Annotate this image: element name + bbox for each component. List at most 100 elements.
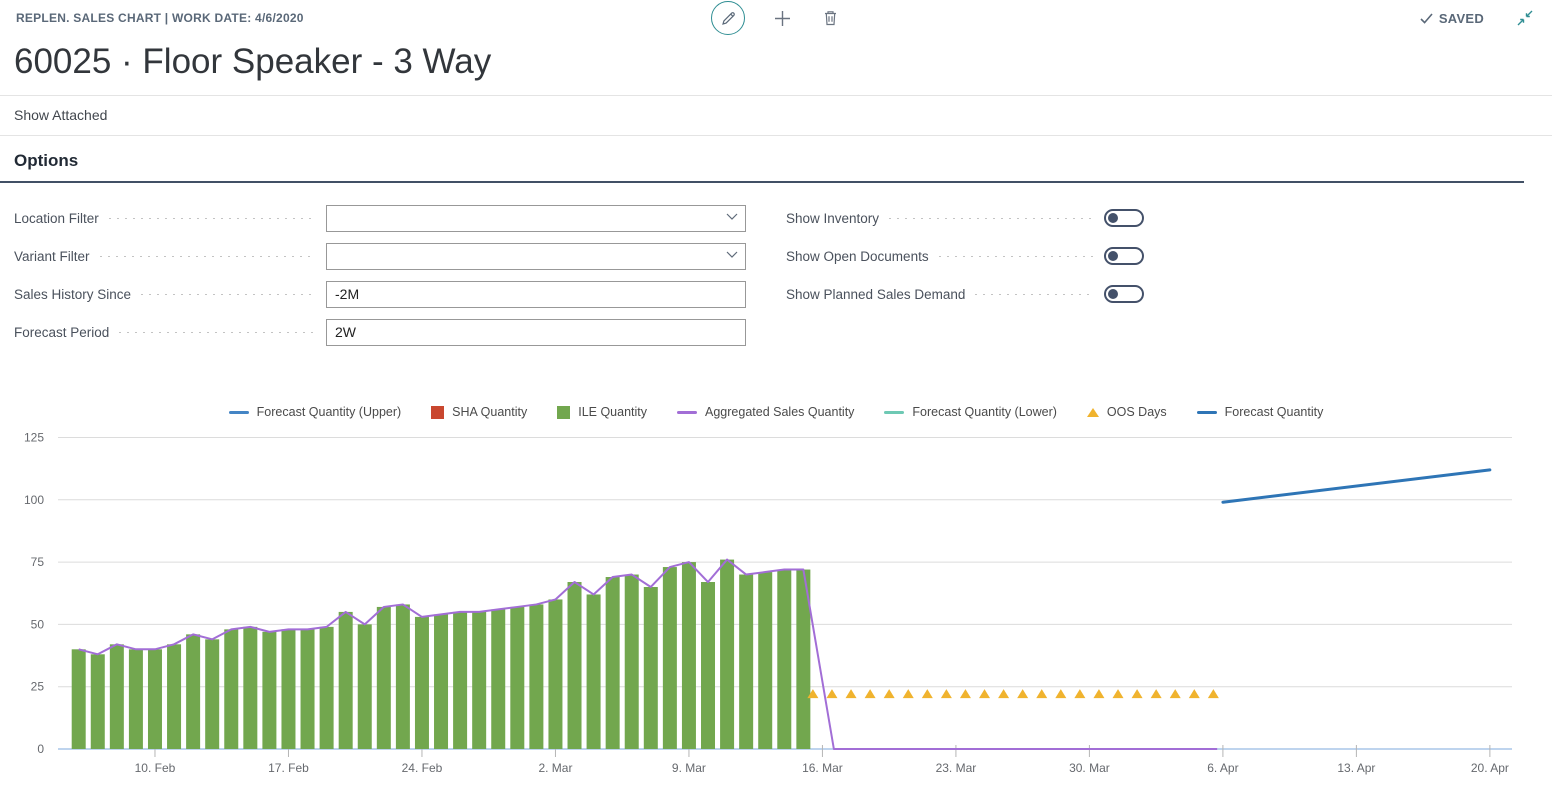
show-planned-sales-demand-toggle[interactable] — [1104, 285, 1144, 303]
oos-day-marker — [1055, 689, 1066, 698]
ile-quantity-bar — [377, 607, 391, 749]
ile-quantity-bar — [339, 612, 353, 749]
legend-square-marker — [431, 406, 444, 419]
sales-history-since-row: Sales History Since — [14, 275, 746, 313]
ile-quantity-bar — [148, 649, 162, 749]
x-axis-tick-label: 24. Feb — [402, 761, 443, 775]
ile-quantity-bar — [224, 629, 238, 749]
oos-day-marker — [960, 689, 971, 698]
oos-day-marker — [1113, 689, 1124, 698]
legend-line-marker — [884, 411, 904, 414]
legend-triangle-marker — [1087, 408, 1099, 417]
x-axis-tick-label: 10. Feb — [135, 761, 176, 775]
options-right-column: Show Inventory Show Open Documents Show … — [786, 199, 1144, 351]
x-axis-tick-label: 13. Apr — [1337, 761, 1375, 775]
show-open-documents-label: Show Open Documents — [786, 249, 929, 264]
trash-icon[interactable] — [820, 7, 841, 29]
x-axis-tick-label: 6. Apr — [1207, 761, 1238, 775]
divider — [0, 135, 1552, 136]
legend-label: Forecast Quantity — [1225, 405, 1324, 419]
oos-day-marker — [826, 689, 837, 698]
legend-item[interactable]: Forecast Quantity — [1197, 405, 1324, 419]
ile-quantity-bar — [243, 627, 257, 749]
ile-quantity-bar — [453, 612, 467, 749]
show-inventory-label: Show Inventory — [786, 211, 879, 226]
collapse-icon[interactable] — [1514, 7, 1536, 29]
check-icon — [1420, 13, 1433, 24]
x-axis-tick-label: 16. Mar — [802, 761, 843, 775]
oos-day-marker — [1170, 689, 1181, 698]
options-section: Options Location Filter Variant Filter — [0, 151, 1552, 351]
ile-quantity-bar — [663, 567, 677, 749]
location-filter-input[interactable] — [326, 205, 746, 232]
legend-label: ILE Quantity — [578, 405, 647, 419]
show-attached-button[interactable]: Show Attached — [0, 96, 1552, 135]
location-filter-row: Location Filter — [14, 199, 746, 237]
plus-icon[interactable] — [771, 7, 794, 30]
y-axis-tick-label: 100 — [24, 493, 44, 507]
oos-day-marker — [903, 689, 914, 698]
sales-history-since-field[interactable] — [326, 281, 746, 308]
ile-quantity-bar — [415, 617, 429, 749]
toggle-knob — [1108, 213, 1118, 223]
variant-filter-input[interactable] — [326, 243, 746, 270]
legend-label: Aggregated Sales Quantity — [705, 405, 854, 419]
forecast-period-field[interactable] — [326, 319, 746, 346]
legend-item[interactable]: SHA Quantity — [431, 405, 527, 419]
replen-sales-chart: 025507510012510. Feb17. Feb24. Feb2. Mar… — [0, 425, 1552, 785]
ile-quantity-bar — [510, 607, 524, 749]
plus-glyph — [773, 9, 792, 28]
legend-item[interactable]: Forecast Quantity (Upper) — [229, 405, 402, 419]
x-axis-tick-label: 17. Feb — [268, 761, 309, 775]
legend-label: SHA Quantity — [452, 405, 527, 419]
chart-legend: Forecast Quantity (Upper) SHA Quantity ILE… — [0, 405, 1552, 419]
ile-quantity-bar — [358, 624, 372, 749]
legend-label: Forecast Quantity (Upper) — [257, 405, 402, 419]
oos-day-marker — [1074, 689, 1085, 698]
oos-day-marker — [1093, 689, 1104, 698]
ile-quantity-bar — [529, 604, 543, 749]
dotted-leader — [141, 294, 316, 295]
legend-item[interactable]: OOS Days — [1087, 405, 1167, 419]
legend-square-marker — [557, 406, 570, 419]
ile-quantity-bar — [205, 639, 219, 749]
sales-history-since-input[interactable] — [326, 281, 746, 308]
saved-label: SAVED — [1439, 11, 1484, 26]
show-inventory-row: Show Inventory — [786, 199, 1144, 237]
legend-item[interactable]: ILE Quantity — [557, 405, 647, 419]
ile-quantity-bar — [606, 577, 620, 749]
dotted-leader — [889, 218, 1094, 219]
ile-quantity-bar — [625, 575, 639, 749]
edit-pencil-icon[interactable] — [711, 1, 745, 35]
legend-item[interactable]: Forecast Quantity (Lower) — [884, 405, 1057, 419]
show-open-documents-toggle[interactable] — [1104, 247, 1144, 265]
location-filter-combobox[interactable] — [326, 205, 746, 232]
sales-history-since-label: Sales History Since — [14, 287, 131, 302]
oos-day-marker — [1189, 689, 1200, 698]
oos-day-marker — [1036, 689, 1047, 698]
ile-quantity-bar — [186, 634, 200, 749]
oos-day-marker — [884, 689, 895, 698]
dotted-leader — [975, 294, 1094, 295]
variant-filter-combobox[interactable] — [326, 243, 746, 270]
oos-day-marker — [846, 689, 857, 698]
ile-quantity-bar — [548, 599, 562, 749]
forecast-period-input[interactable] — [326, 319, 746, 346]
legend-item[interactable]: Aggregated Sales Quantity — [677, 405, 854, 419]
ile-quantity-bar — [701, 582, 715, 749]
dotted-leader — [119, 332, 316, 333]
ile-quantity-bar — [129, 649, 143, 749]
x-axis-tick-label: 20. Apr — [1471, 761, 1509, 775]
ile-quantity-bar — [396, 604, 410, 749]
legend-label: OOS Days — [1107, 405, 1167, 419]
oos-day-marker — [941, 689, 952, 698]
ile-quantity-bar — [320, 627, 334, 749]
x-axis-tick-label: 23. Mar — [936, 761, 977, 775]
show-inventory-toggle[interactable] — [1104, 209, 1144, 227]
ile-quantity-bar — [262, 632, 276, 749]
oos-day-marker — [1151, 689, 1162, 698]
options-fields: Location Filter Variant Filter — [0, 183, 1552, 351]
collapse-arrows-glyph — [1516, 9, 1534, 27]
ile-quantity-bar — [281, 629, 295, 749]
y-axis-tick-label: 75 — [31, 555, 45, 569]
